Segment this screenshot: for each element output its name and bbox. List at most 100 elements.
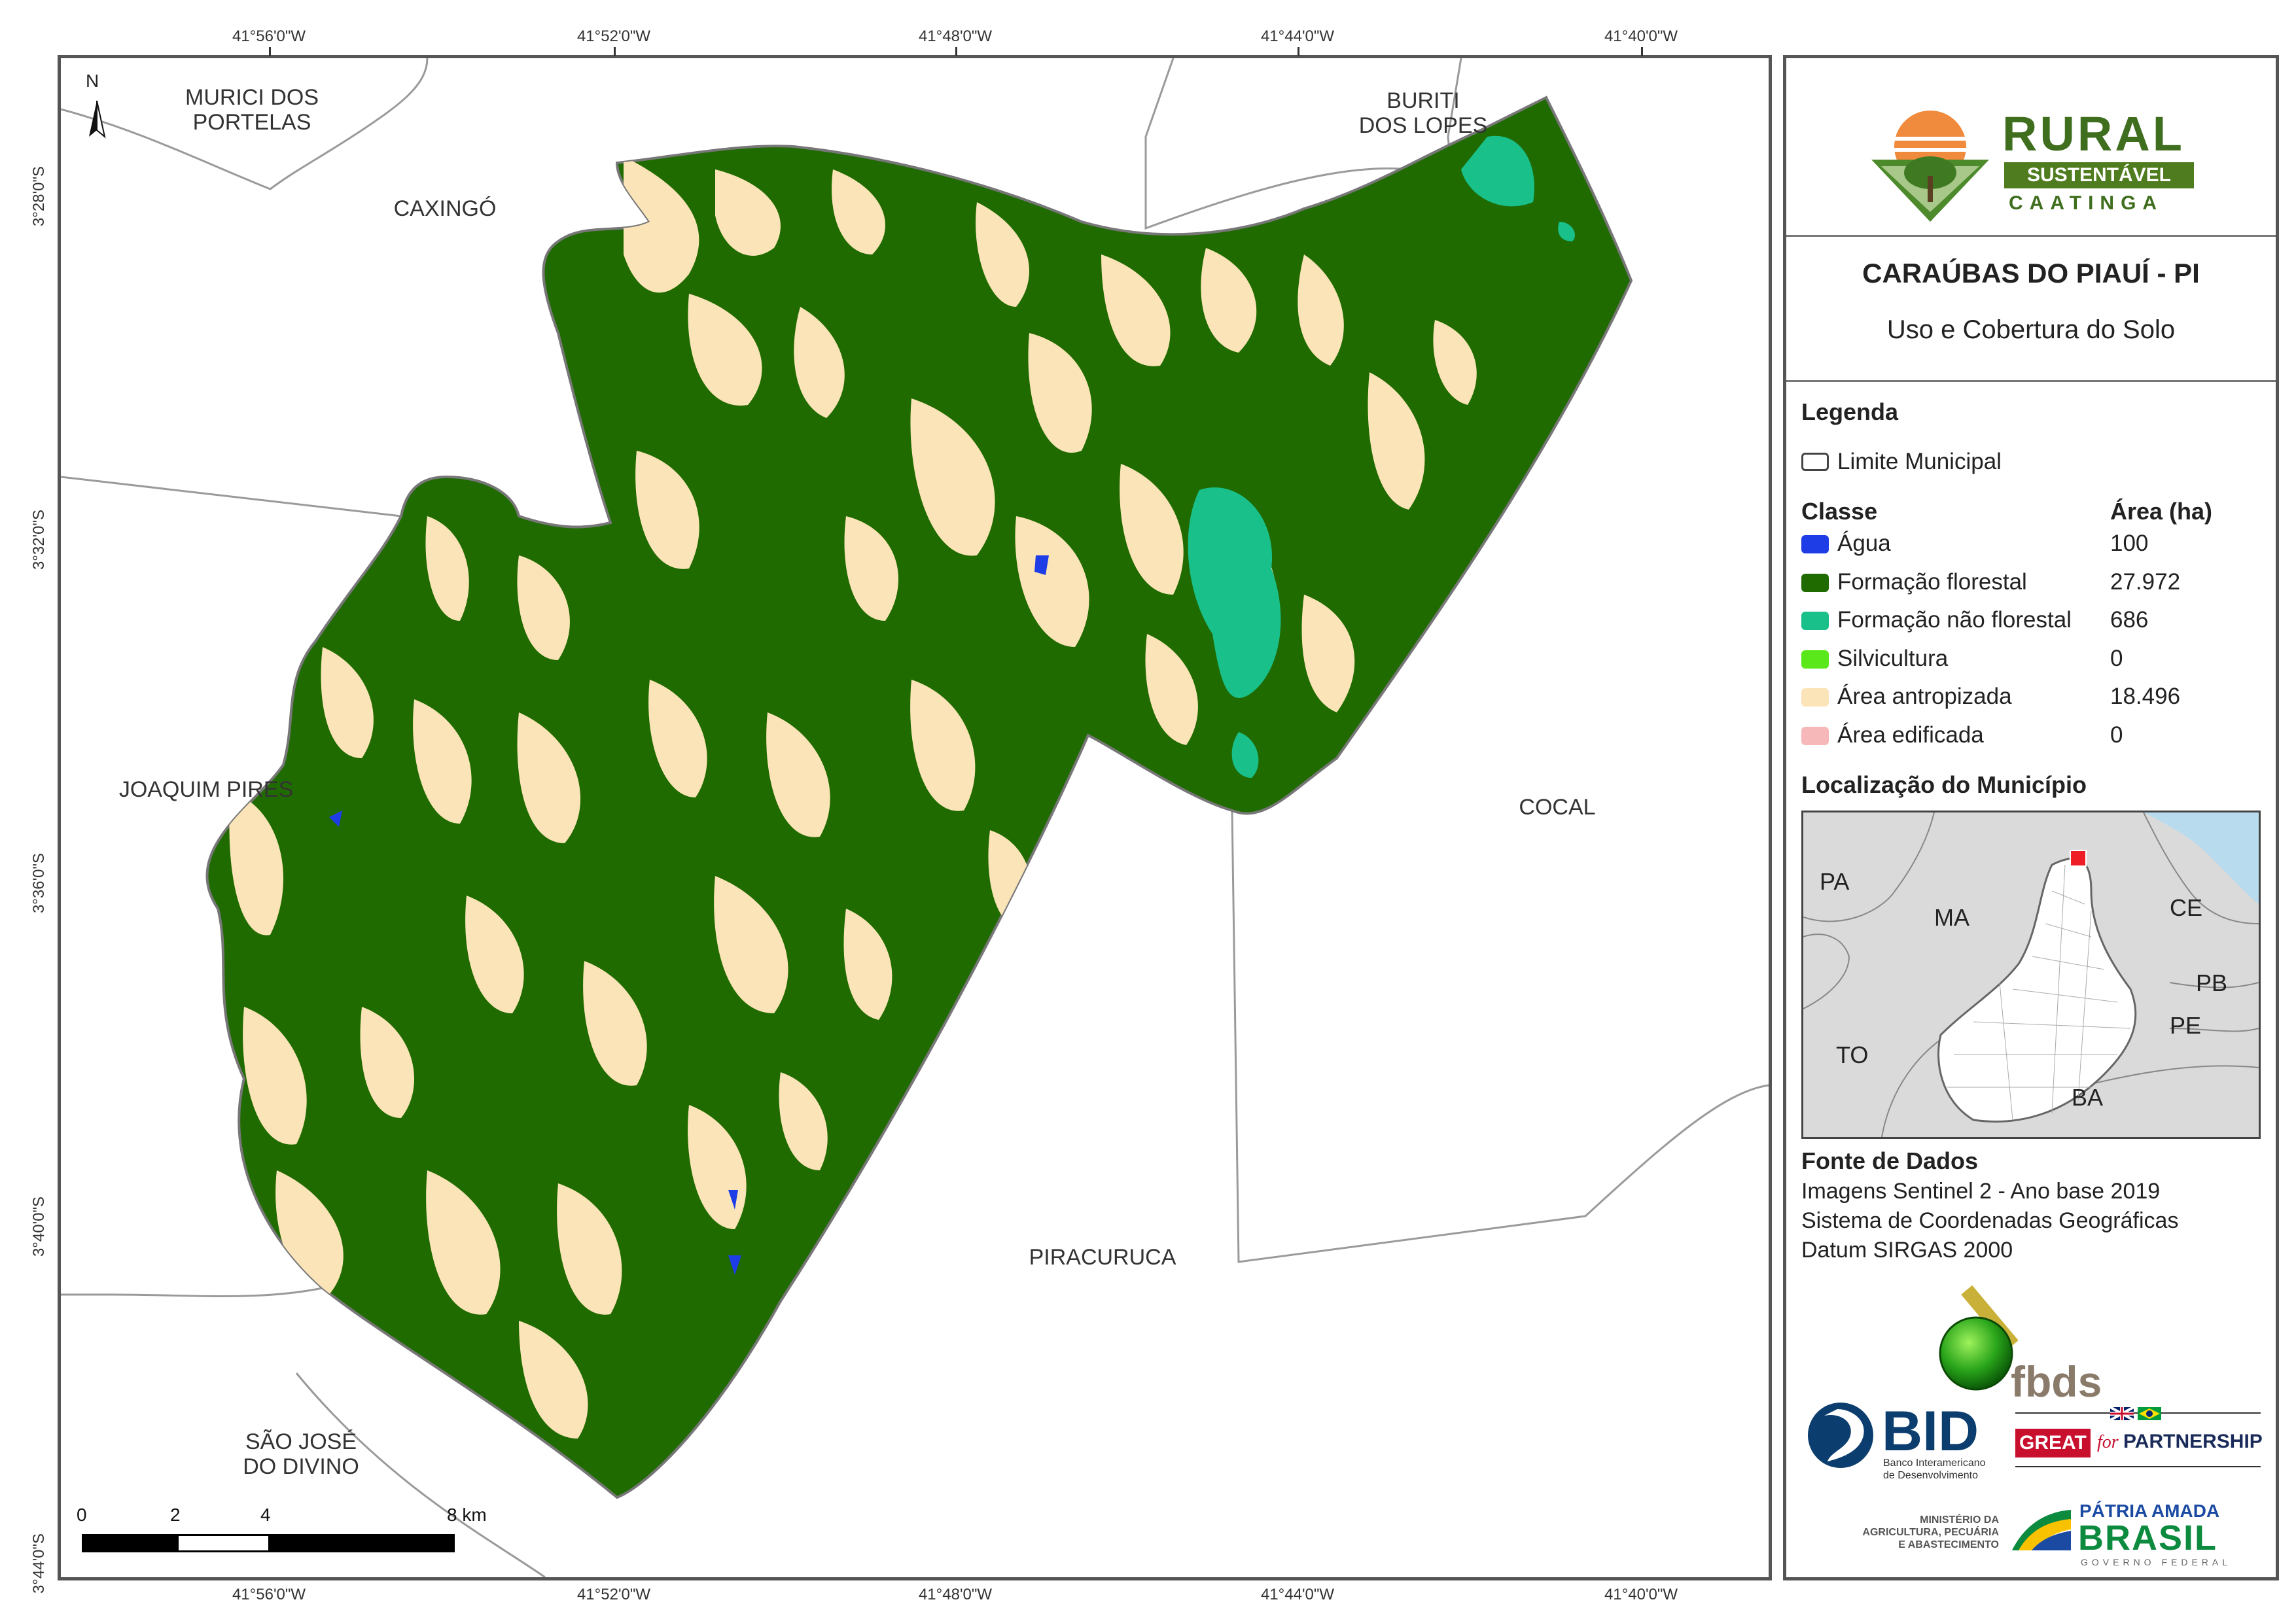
bottom-coord-label: 41°56'0"W xyxy=(232,1586,306,1603)
top-coord-label: 41°44'0"W xyxy=(1260,27,1335,45)
top-coord-label: 41°48'0"W xyxy=(918,27,993,45)
state-label-ma: MA xyxy=(1934,904,1969,931)
bottom-coord-label: 41°52'0"W xyxy=(576,1586,651,1603)
left-coord-label: 3°36'0"S xyxy=(30,852,48,914)
legend-class-name: Silvicultura xyxy=(1837,645,1949,671)
great-rule xyxy=(2015,1466,2261,1467)
tick-mark xyxy=(614,47,616,56)
state-label-pe: PE xyxy=(2170,1012,2202,1039)
top-coord-label: 41°56'0"W xyxy=(232,27,306,45)
region-label-line: PORTELAS xyxy=(192,110,311,135)
north-label: N xyxy=(86,71,99,91)
brasil-wordmark: BRASIL xyxy=(2078,1518,2217,1558)
region-label-line: BURITI xyxy=(1386,88,1460,113)
state-label-pb: PB xyxy=(2196,969,2228,996)
bid-globe-icon xyxy=(1808,1403,1873,1468)
ministry-line: MINISTÉRIO DA xyxy=(1920,1514,1999,1526)
patria-amada-text: PÁTRIA AMADA xyxy=(2079,1501,2220,1521)
tick-mark xyxy=(1641,47,1643,56)
tick-mark xyxy=(1298,47,1299,56)
class-heading: Classe xyxy=(1801,498,1878,525)
region-label-buriti: BURITI DOS LOPES xyxy=(1351,88,1495,138)
brasil-governo-logo: PÁTRIA AMADA BRASIL GOVERNO FEDERAL xyxy=(2009,1501,2270,1573)
region-label-murici: MURICI DOS PORTELAS xyxy=(180,85,324,135)
water-patches xyxy=(329,555,1049,1275)
location-inset-map: PA MA CE PB PE TO BA xyxy=(1801,811,2261,1139)
state-label-ce: CE xyxy=(2170,894,2203,921)
ocean-area xyxy=(2144,812,2259,904)
region-label-cocal: COCAL xyxy=(1519,795,1596,820)
partnership-wordmark: PARTNERSHIP xyxy=(2123,1431,2263,1452)
great-for-text: for xyxy=(2097,1432,2119,1452)
legend-swatch xyxy=(1801,726,1829,745)
region-label-line: SÃO JOSÉ xyxy=(245,1429,357,1454)
scale-label: 8 km xyxy=(447,1505,487,1525)
governo-federal-text: GOVERNO FEDERAL xyxy=(2081,1557,2232,1567)
anthropized-patches xyxy=(229,156,1477,1439)
source-line: Imagens Sentinel 2 - Ano base 2019 xyxy=(1801,1179,2161,1204)
map-subtitle: Uso e Cobertura do Solo xyxy=(1886,315,2176,344)
legend-class-name: Água xyxy=(1837,531,1891,556)
municipality-polygon xyxy=(205,96,1633,1499)
sustentavel-badge: SUSTENTÁVEL xyxy=(2004,162,2194,188)
location-heading: Localização do Município xyxy=(1801,771,2087,798)
area-heading: Área (ha) xyxy=(2110,498,2213,525)
land-cover-layer xyxy=(229,135,1575,1439)
scale-label: 2 xyxy=(170,1505,181,1525)
map-canvas xyxy=(61,58,1769,1577)
map-frame xyxy=(58,55,1772,1580)
great-wordmark: GREAT xyxy=(2015,1429,2091,1457)
fbds-wordmark: fbds xyxy=(2011,1357,2102,1406)
legend-class-area: 0 xyxy=(2110,645,2123,671)
legend-class-area: 686 xyxy=(2110,607,2149,633)
legend-swatch xyxy=(1801,650,1829,669)
bottom-coord-label: 41°48'0"W xyxy=(918,1586,993,1603)
scale-segment xyxy=(84,1536,179,1550)
legend-class-area: 0 xyxy=(2110,722,2123,748)
legend-class-area: 100 xyxy=(2110,531,2149,556)
legend-class-name: Formação florestal xyxy=(1837,568,2027,595)
legend-class-area: 18.496 xyxy=(2110,684,2181,709)
legend-boundary-label: Limite Municipal xyxy=(1837,449,2002,474)
north-arrow-icon xyxy=(89,100,106,139)
legend-swatch xyxy=(1801,535,1829,553)
left-coord-label: 3°32'0"S xyxy=(30,509,48,570)
non-forest-patches xyxy=(1188,135,1575,778)
scale-label: 0 xyxy=(77,1505,87,1525)
caatinga-wordmark: CAATINGA xyxy=(2009,192,2164,214)
piaui-state-shape xyxy=(1937,858,2137,1123)
rural-wordmark: RURAL xyxy=(2002,107,2185,161)
top-coord-label: 41°52'0"W xyxy=(576,27,651,45)
ministry-label: MINISTÉRIO DA AGRICULTURA, PECUÁRIA E AB… xyxy=(1826,1514,1999,1551)
brasil-flag-icon xyxy=(2012,1510,2071,1550)
legend-swatch xyxy=(1801,688,1829,707)
region-label-joaquim: JOAQUIM PIRES xyxy=(118,777,294,802)
legend-class-name: Área antropizada xyxy=(1837,684,2012,709)
region-label-line: DOS LOPES xyxy=(1358,113,1488,138)
region-label-line: MURICI DOS xyxy=(185,85,319,110)
scale-label: 4 xyxy=(260,1505,271,1525)
bottom-coord-label: 41°40'0"W xyxy=(1604,1586,1678,1603)
left-coord-label: 3°44'0"S xyxy=(30,1533,48,1594)
scale-segment xyxy=(268,1536,453,1550)
source-heading: Fonte de Dados xyxy=(1801,1147,1979,1174)
boundary-swatch xyxy=(1801,453,1829,471)
source-line: Sistema de Coordenadas Geográficas xyxy=(1801,1208,2179,1233)
region-label-sao-jose: SÃO JOSÉ DO DIVINO xyxy=(229,1429,373,1479)
region-label-caxingo: CAXINGÓ xyxy=(393,196,497,221)
great-partnership-logo: GREAT for PARTNERSHIP xyxy=(2015,1406,2264,1478)
bid-logo: BID Banco Interamericano de Desenvolvime… xyxy=(1805,1399,2014,1491)
source-line: Datum SIRGAS 2000 xyxy=(1801,1238,2013,1263)
state-boundaries xyxy=(1803,812,2259,1137)
legend-class-area: 27.972 xyxy=(2110,568,2181,595)
legend-class-name: Área edificada xyxy=(1837,722,1984,748)
piaui-municipal-lines xyxy=(1947,864,2131,1121)
bid-subtitle-line: Banco Interamericano xyxy=(1883,1457,1986,1469)
ministry-line: AGRICULTURA, PECUÁRIA xyxy=(1862,1527,1999,1538)
region-label-line: DO DIVINO xyxy=(243,1454,359,1479)
ministry-line: E ABASTECIMENTO xyxy=(1898,1539,1999,1550)
panel-divider xyxy=(1786,235,2276,237)
rural-logo-icon xyxy=(1871,111,1989,222)
state-label-pa: PA xyxy=(1820,868,1850,895)
bid-subtitle: Banco Interamericano de Desenvolvimento xyxy=(1883,1457,1986,1482)
